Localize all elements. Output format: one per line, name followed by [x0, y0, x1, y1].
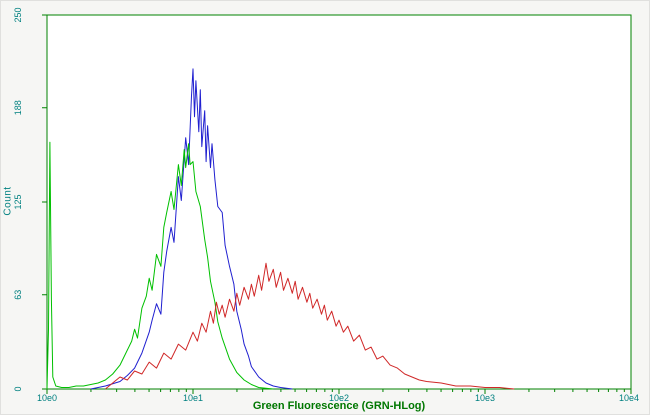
x-tick-label: 10e0	[37, 393, 57, 403]
x-axis-title: Green Fluorescence (GRN-HLog)	[252, 400, 426, 412]
series-path-blue-histogram	[90, 68, 293, 390]
series-path-green-histogram	[46, 141, 274, 390]
x-tick-label: 10e4	[619, 393, 639, 403]
plot-area	[46, 14, 632, 390]
y-tick-label: 125	[13, 194, 23, 209]
y-axis-title: Count	[2, 186, 14, 216]
y-tick-label: 0	[13, 386, 23, 391]
y-tick-label: 63	[13, 290, 23, 300]
y-tick-label: 188	[13, 100, 23, 115]
series-path-red-histogram	[105, 262, 515, 390]
y-tick-label: 250	[13, 7, 23, 22]
x-tick-label: 10e1	[183, 393, 203, 403]
x-tick-label: 10e2	[329, 393, 349, 403]
x-tick-label: 10e3	[475, 393, 495, 403]
